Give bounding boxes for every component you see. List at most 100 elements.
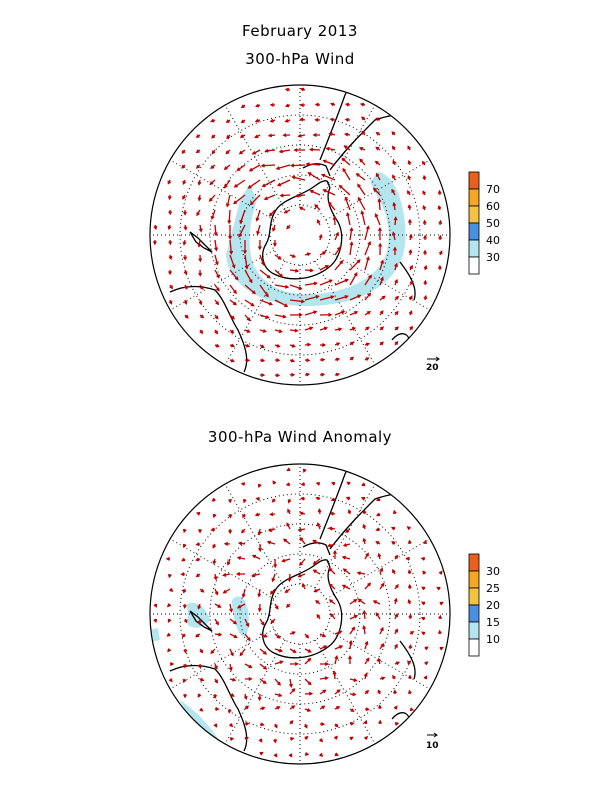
wind-vector-head bbox=[181, 150, 186, 155]
wind-vector-head bbox=[273, 564, 278, 569]
wind-vector-head bbox=[276, 182, 282, 187]
wind-vector-head bbox=[245, 623, 250, 628]
wind-vector-head bbox=[269, 512, 274, 517]
wind-vector-head bbox=[312, 133, 317, 137]
wind-vector-head bbox=[407, 539, 412, 544]
wind-vector-head bbox=[330, 613, 334, 618]
wind-vector-head bbox=[394, 721, 400, 726]
wind-vector-head bbox=[306, 358, 311, 363]
wind-vector bbox=[209, 194, 216, 202]
wind-vector-head bbox=[269, 102, 274, 107]
wind-vector bbox=[328, 201, 336, 211]
wind-vector-head bbox=[248, 676, 253, 681]
wind-vector bbox=[244, 269, 253, 283]
wind-vector bbox=[282, 558, 291, 562]
wind-vector bbox=[262, 179, 276, 187]
wind-vector-head bbox=[169, 285, 173, 290]
wind-vector-head bbox=[260, 621, 265, 626]
wind-vector-head bbox=[391, 145, 396, 150]
wind-vector-head bbox=[408, 613, 413, 619]
wind-vector bbox=[259, 299, 273, 306]
wind-vector bbox=[214, 224, 217, 236]
wind-vector-head bbox=[321, 357, 326, 362]
wind-vector-head bbox=[355, 173, 360, 177]
wind-vector-head bbox=[200, 588, 205, 593]
wind-vector-head bbox=[338, 327, 343, 332]
wind-vector-head bbox=[297, 133, 302, 138]
wind-vector-head bbox=[210, 118, 215, 123]
wind-vector bbox=[357, 197, 366, 211]
wind-vector-head bbox=[278, 149, 283, 154]
wind-vector-head bbox=[257, 593, 262, 598]
wind-vector-head bbox=[421, 586, 426, 591]
wind-vector-head bbox=[213, 694, 218, 699]
wind-vector-head bbox=[307, 172, 312, 176]
wind-vector-head bbox=[289, 719, 294, 724]
map-border bbox=[149, 84, 451, 386]
wind-vector-head bbox=[195, 557, 200, 562]
wind-vector-head bbox=[274, 605, 279, 610]
wind-vector-head bbox=[289, 683, 293, 689]
reference-vector: 10 bbox=[426, 732, 439, 751]
map-title: February 2013 bbox=[242, 22, 358, 40]
wind-vector-head bbox=[238, 150, 243, 155]
wind-vector-head bbox=[322, 189, 327, 193]
wind-vector-head bbox=[273, 739, 278, 744]
wind-vector-head bbox=[257, 696, 262, 702]
wind-vector-head bbox=[375, 612, 380, 617]
wind-vector bbox=[226, 194, 231, 207]
wind-vector-head bbox=[217, 604, 222, 608]
wind-vector-head bbox=[348, 639, 353, 645]
wind-vector bbox=[274, 284, 289, 288]
wind-vector bbox=[258, 588, 261, 597]
wind-vector-head bbox=[317, 508, 322, 513]
wind-vector-head bbox=[328, 279, 333, 283]
wind-vector-head bbox=[243, 250, 247, 255]
wind-vector-head bbox=[359, 158, 364, 163]
graticule bbox=[150, 464, 450, 764]
colorbar-swatch bbox=[468, 553, 480, 572]
wind-vector-head bbox=[309, 147, 314, 152]
wind-vector-head bbox=[379, 341, 384, 346]
wind-vector-head bbox=[342, 568, 347, 573]
wind-vector-head bbox=[182, 543, 187, 549]
wind-vector bbox=[349, 640, 352, 650]
wind-vector-head bbox=[260, 344, 265, 349]
wind-vector-head bbox=[254, 118, 260, 123]
wind-vector-head bbox=[309, 326, 314, 331]
wind-vector-head bbox=[350, 721, 355, 726]
wind-vector-head bbox=[196, 212, 200, 217]
wind-vector-head bbox=[286, 467, 291, 472]
wind-vector-head bbox=[349, 241, 354, 246]
wind-vector-head bbox=[359, 102, 365, 107]
wind-vector-head bbox=[182, 528, 187, 534]
wind-vector-head bbox=[378, 242, 383, 247]
wind-vector-head bbox=[223, 166, 228, 170]
wind-vector bbox=[271, 573, 276, 582]
wind-vector-head bbox=[361, 130, 366, 135]
wind-vector-head bbox=[294, 193, 299, 198]
wind-vector-head bbox=[348, 655, 352, 660]
wind-vector-head bbox=[439, 646, 444, 651]
wind-vector bbox=[304, 269, 313, 272]
wind-vector-head bbox=[380, 326, 385, 331]
wind-vector-head bbox=[276, 358, 281, 363]
wind-vector bbox=[239, 648, 246, 656]
wind-vector-head bbox=[223, 541, 229, 546]
wind-vector bbox=[244, 633, 251, 641]
wind-vector-head bbox=[308, 691, 314, 696]
wind-vector-head bbox=[322, 689, 327, 694]
wind-vector-head bbox=[272, 242, 277, 248]
wind-vector-head bbox=[282, 314, 287, 319]
wind-vector-head bbox=[332, 670, 337, 675]
wind-vector-head bbox=[231, 264, 236, 269]
wind-vector-head bbox=[229, 250, 234, 255]
wind-vector-head bbox=[337, 246, 341, 251]
wind-vector bbox=[238, 224, 246, 238]
wind-vector-head bbox=[297, 527, 302, 532]
wind-vector bbox=[289, 329, 298, 332]
wind-vector-head bbox=[312, 560, 317, 565]
wind-vector-head bbox=[263, 196, 268, 201]
wind-vector-head bbox=[215, 343, 220, 348]
wind-vector-head bbox=[259, 751, 264, 756]
